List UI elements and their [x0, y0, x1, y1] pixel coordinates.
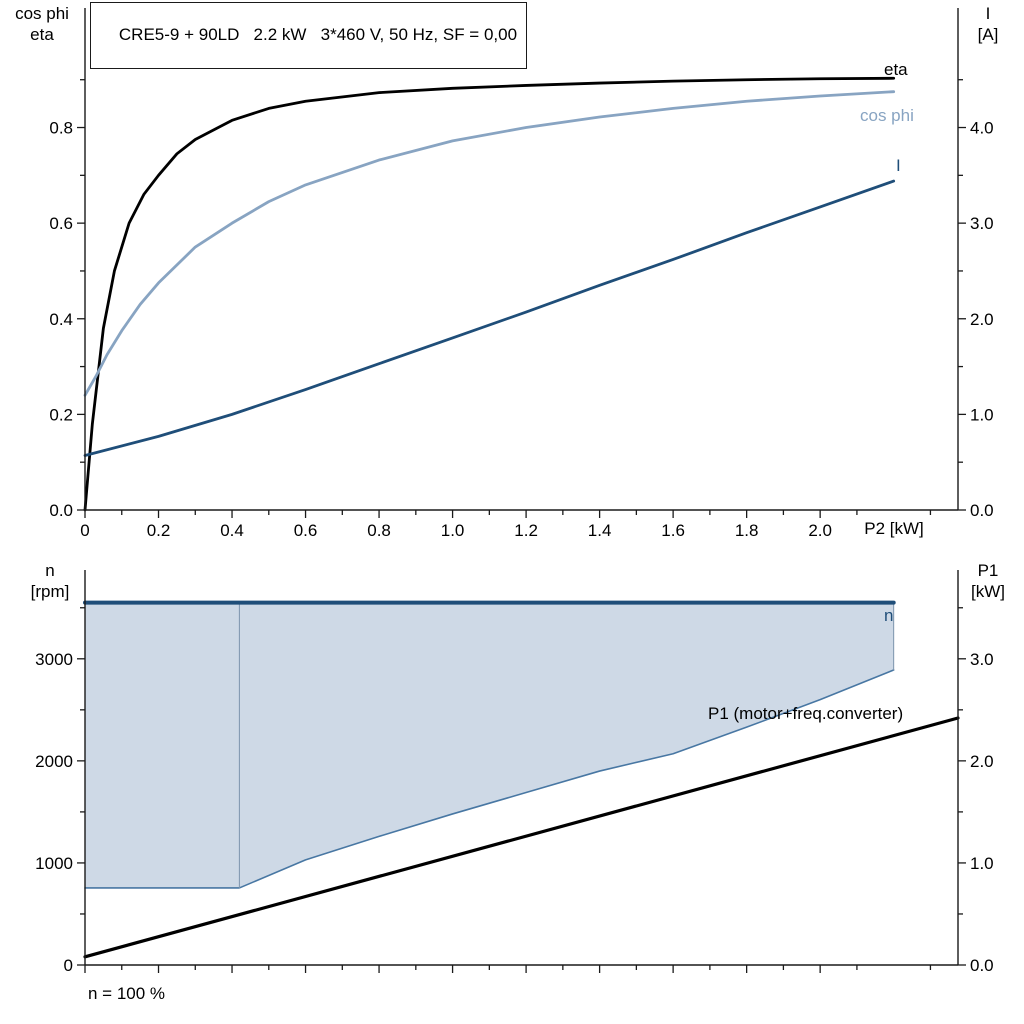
y-tick-label: 3.0: [970, 214, 994, 233]
y-tick-label: 2.0: [970, 752, 994, 771]
left-axis-unit-line2: eta: [30, 25, 54, 44]
y-tick-label: 1.0: [970, 405, 994, 424]
x-axis-title: P2 [kW]: [864, 519, 924, 538]
y-tick-label: 2.0: [970, 310, 994, 329]
n-min-curve: [84, 669, 895, 889]
y-tick-label: 3000: [35, 650, 73, 669]
right-axis-unit-line1: I: [985, 4, 991, 23]
y-tick-label: 0.0: [970, 501, 994, 520]
speed-range-area: [85, 602, 894, 888]
cos-phi-curve: [83, 90, 896, 397]
p1-curve-label: P1 (motor+freq.converter): [708, 704, 904, 723]
y-tick-label: 0.4: [49, 310, 73, 329]
p1-axis-unit-line2: [kW]: [971, 582, 1005, 601]
speed-curve-label: n: [884, 606, 894, 625]
y-tick-label: 0.0: [970, 956, 994, 975]
p1-axis-unit-line1: P1: [977, 561, 999, 580]
x-tick-label: 0: [80, 521, 89, 540]
eta-curve: [83, 76, 896, 512]
top-right-axis-title: I [A]: [952, 3, 1024, 45]
left-axis-unit-line1: cos phi: [15, 4, 69, 23]
x-tick-label: 1.4: [588, 521, 612, 540]
x-tick-label: 0.4: [220, 521, 244, 540]
top-left-axis-title: cos phi eta: [0, 3, 84, 45]
y-tick-label: 0.8: [49, 119, 73, 138]
speed-footnote: n = 100 %: [88, 984, 166, 1003]
current-curve: [83, 179, 896, 457]
x-tick-label: 0.8: [367, 521, 391, 540]
x-tick-label: 1.2: [514, 521, 538, 540]
bottom-right-axis-title: P1 [kW]: [952, 560, 1024, 602]
cos-phi-curve-label: cos phi: [860, 106, 914, 125]
bottom-left-axis-title: n [rpm]: [10, 560, 90, 602]
y-tick-label: 0: [64, 956, 73, 975]
x-tick-label: 0.6: [294, 521, 318, 540]
x-tick-label: 1.6: [661, 521, 685, 540]
current-curve-label: I: [896, 156, 901, 175]
right-axis-unit-line2: [A]: [977, 25, 999, 44]
x-tick-label: 2.0: [808, 521, 832, 540]
y-tick-label: 0.0: [49, 501, 73, 520]
y-tick-label: 4.0: [970, 119, 994, 138]
y-tick-label: 0.2: [49, 405, 73, 424]
x-tick-label: 1.8: [735, 521, 759, 540]
eta-curve-label: eta: [884, 60, 908, 79]
x-tick-label: 1.0: [441, 521, 465, 540]
y-tick-label: 3.0: [970, 650, 994, 669]
y-tick-label: 1000: [35, 854, 73, 873]
x-tick-label: 0.2: [147, 521, 171, 540]
speed-axis-unit-line2: [rpm]: [30, 582, 70, 601]
y-tick-label: 0.6: [49, 214, 73, 233]
y-tick-label: 2000: [35, 752, 73, 771]
chart-title: CRE5-9 + 90LD 2.2 kW 3*460 V, 50 Hz, SF …: [118, 25, 518, 44]
p1-curve: [83, 716, 960, 959]
chart-title-box: CRE5-9 + 90LD 2.2 kW 3*460 V, 50 Hz, SF …: [90, 2, 528, 69]
speed-axis-unit-line1: n: [45, 561, 55, 580]
y-tick-label: 1.0: [970, 854, 994, 873]
